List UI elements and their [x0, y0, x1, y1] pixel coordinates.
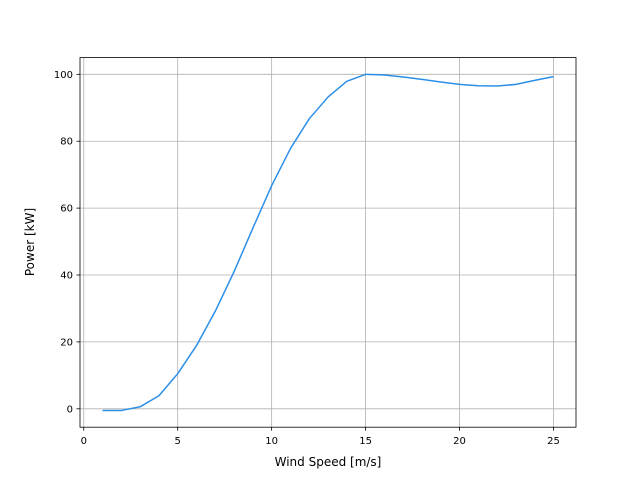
y-tick-label: 20 [60, 337, 73, 348]
y-tick-label: 80 [60, 137, 73, 148]
y-tick-label: 100 [54, 70, 73, 81]
x-tick-label: 15 [359, 436, 372, 447]
y-tick-label: 40 [60, 271, 73, 282]
x-tick-label: 5 [175, 436, 181, 447]
y-tick-label: 0 [67, 404, 73, 415]
axes-frame [79, 57, 577, 428]
x-tick-label: 20 [453, 436, 466, 447]
y-axis-label: Power [kW] [23, 208, 37, 276]
data-line [102, 73, 554, 412]
x-tick-label: 0 [81, 436, 87, 447]
x-tick-label: 25 [547, 436, 560, 447]
y-tick-label: 60 [60, 204, 73, 215]
x-tick-label: 10 [265, 436, 278, 447]
x-axis-label: Wind Speed [m/s] [275, 455, 382, 469]
